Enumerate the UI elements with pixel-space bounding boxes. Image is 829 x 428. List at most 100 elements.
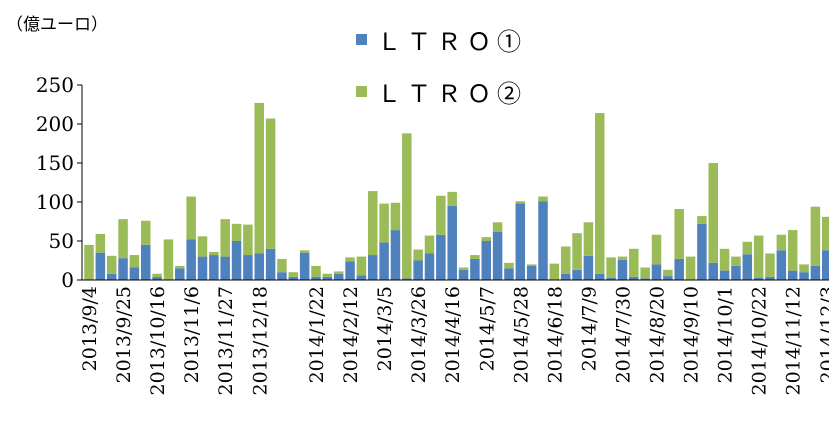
bar-segment-ltro2 <box>254 102 264 254</box>
bar-segment-ltro2 <box>447 191 457 206</box>
bar-segment-ltro2 <box>118 219 128 259</box>
bar-segment-ltro2 <box>106 255 117 274</box>
bar-segment-ltro2 <box>606 257 616 278</box>
bar-segment-ltro1 <box>311 276 321 280</box>
bar-segment-ltro2 <box>277 258 287 273</box>
bar-segment-ltro2 <box>674 209 684 259</box>
x-tick-label: 2014/12/3 <box>817 286 829 383</box>
bar-segment-ltro1 <box>629 276 639 280</box>
bar-segment-ltro1 <box>674 258 684 280</box>
bar-segment-ltro1 <box>299 252 310 280</box>
bar-segment-ltro1 <box>424 253 435 280</box>
bar-segment-ltro1 <box>799 272 809 280</box>
bar-segment-ltro2 <box>504 262 514 269</box>
bar-segment-ltro1 <box>141 244 151 280</box>
bar-segment-ltro1 <box>368 255 378 280</box>
bar-segment-ltro2 <box>629 248 639 277</box>
bar-segment-ltro2 <box>822 216 829 251</box>
x-tick-label: 2013/12/18 <box>249 286 271 396</box>
bar-segment-ltro1 <box>538 201 548 280</box>
x-tick-label: 2014/5/28 <box>510 286 532 383</box>
bar-segment-ltro2 <box>163 239 174 280</box>
bar-segment-ltro1 <box>175 268 185 280</box>
bar-segment-ltro2 <box>368 191 378 256</box>
x-tick-label: 2013/11/6 <box>181 286 203 383</box>
bar-segment-ltro1 <box>583 255 594 280</box>
legend-label-ltro1: ＬＴＲＯ① <box>377 28 527 56</box>
bar-segment-ltro1 <box>640 278 650 280</box>
bar-segment-ltro1 <box>708 262 718 280</box>
bar-segment-ltro2 <box>197 236 208 257</box>
bar-segment-ltro2 <box>220 219 230 257</box>
bar-segment-ltro2 <box>765 253 775 277</box>
bar-segment-ltro1 <box>719 270 730 280</box>
legend-label-ltro2: ＬＴＲＯ② <box>377 80 527 108</box>
x-tick-label: 2014/1/22 <box>306 286 328 383</box>
legend-swatch-ltro1 <box>356 34 367 45</box>
bar-segment-ltro1 <box>560 273 571 280</box>
bar-segment-ltro2 <box>322 273 333 277</box>
y-tick-label: 100 <box>36 190 74 214</box>
bar-segment-ltro1 <box>470 258 480 280</box>
x-tick-label: 2014/10/22 <box>749 286 771 396</box>
bar-segment-ltro2 <box>526 264 537 266</box>
x-tick-label: 2014/9/10 <box>681 286 703 383</box>
bar-segment-ltro1 <box>413 260 423 280</box>
bar-segment-ltro1 <box>209 255 219 280</box>
bar-segment-ltro1 <box>243 255 253 280</box>
bar-segment-ltro1 <box>379 242 389 280</box>
legend-swatch-ltro2 <box>356 86 367 97</box>
bar-segment-ltro2 <box>402 133 412 279</box>
x-tick-label: 2014/3/5 <box>374 286 396 371</box>
bar-segment-ltro2 <box>243 224 253 256</box>
bar-segment-ltro1 <box>322 276 333 280</box>
x-tick-label: 2014/6/18 <box>544 286 566 383</box>
bar-segment-ltro2 <box>583 222 594 256</box>
bar-segment-ltro2 <box>685 256 696 280</box>
y-tick-label: 200 <box>36 112 74 136</box>
x-tick-label: 2014/3/26 <box>408 286 430 383</box>
bar-segment-ltro2 <box>742 241 753 255</box>
x-tick-label: 2014/7/9 <box>578 286 600 371</box>
bar-segment-ltro2 <box>231 223 242 241</box>
x-tick-label: 2013/9/4 <box>79 286 101 371</box>
bar-segment-ltro2 <box>810 206 821 266</box>
x-tick-label: 2013/9/25 <box>113 286 135 383</box>
bar-segment-ltro2 <box>481 237 491 241</box>
bar-segment-ltro1 <box>697 223 707 280</box>
bar-segment-ltro1 <box>458 269 469 280</box>
bar-segment-ltro2 <box>288 272 299 277</box>
bar-segment-ltro2 <box>731 256 741 266</box>
bar-segment-ltro2 <box>663 269 673 277</box>
bar-segment-ltro1 <box>810 265 821 280</box>
bar-segment-ltro2 <box>84 244 94 280</box>
bar-segment-ltro2 <box>265 118 276 249</box>
bar-segment-ltro2 <box>640 267 650 279</box>
bar-segment-ltro2 <box>333 271 344 274</box>
bar-segment-ltro1 <box>447 205 457 280</box>
bar-segment-ltro1 <box>197 256 208 280</box>
bar-segment-ltro2 <box>697 216 707 224</box>
bar-segment-ltro1 <box>390 230 401 280</box>
bar-segment-ltro2 <box>311 265 321 277</box>
legend-item-ltro1: ＬＴＲＯ① <box>356 22 527 57</box>
x-tick-label: 2013/11/27 <box>215 286 237 396</box>
bar-segment-ltro1 <box>515 203 526 280</box>
bar-segment-ltro1 <box>617 259 628 280</box>
bar-segment-ltro2 <box>708 163 718 263</box>
y-tick-label: 50 <box>49 229 74 253</box>
bar-segment-ltro1 <box>787 270 798 280</box>
bar-segment-ltro1 <box>504 268 514 280</box>
bar-segment-ltro2 <box>141 220 151 245</box>
bar-segment-ltro1 <box>231 241 242 280</box>
bar-segment-ltro1 <box>118 258 128 280</box>
bar-segment-ltro1 <box>481 241 491 280</box>
x-tick-label: 2014/11/12 <box>783 286 805 396</box>
x-tick-label: 2014/2/12 <box>340 286 362 383</box>
bar-segment-ltro1 <box>765 276 775 280</box>
bar-segment-ltro2 <box>175 265 185 269</box>
bar-segment-ltro1 <box>152 276 162 280</box>
bar-segment-ltro1 <box>265 248 276 280</box>
bar-segment-ltro2 <box>560 246 571 274</box>
